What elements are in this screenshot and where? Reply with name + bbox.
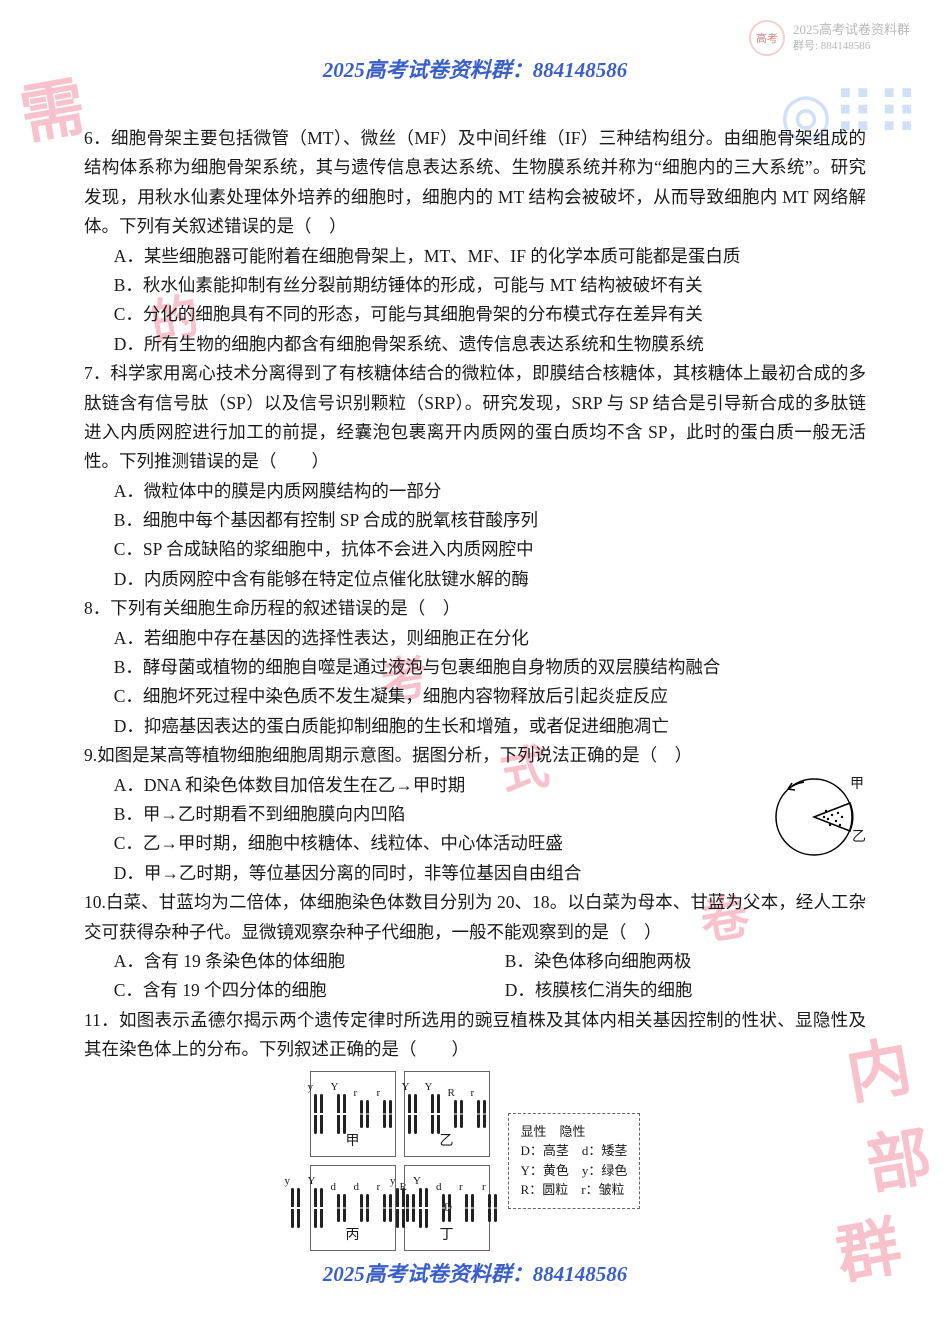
q9-label-bot: 乙	[852, 826, 866, 850]
q10-optB: B．染色体移向细胞两极	[475, 947, 866, 976]
q7-optD: D．内质网腔中含有能够在特定位点催化肽键水解的酶	[84, 565, 866, 594]
q9-optB: B．甲→乙时期看不到细胞膜向内凹陷	[84, 800, 866, 829]
q9-label-top: 甲	[850, 773, 864, 797]
legend-l1: D：高茎 d：矮茎	[521, 1141, 628, 1161]
q11-label-yi: 乙	[405, 1130, 489, 1154]
top-right-badge: 高考 2025高考试卷资料群 群号: 884148586	[749, 20, 910, 56]
content-area: 6．细胞骨架主要包括微管（MT）、微丝（MF）及中间纤维（IF）三种结构组分。由…	[0, 84, 950, 1251]
question-6: 6．细胞骨架主要包括微管（MT）、微丝（MF）及中间纤维（IF）三种结构组分。由…	[84, 124, 866, 359]
q7-optC: C．SP 合成缺陷的浆细胞中，抗体不会进入内质网腔中	[84, 535, 866, 564]
allele: d	[354, 1182, 360, 1193]
allele: r	[471, 1088, 475, 1099]
allele: y	[285, 1176, 291, 1187]
q8-optD: D．抑癌基因表达的蛋白质能抑制细胞的生长和增殖，或者促进细胞凋亡	[84, 712, 866, 741]
q9-stem: 9.如图是某高等植物细胞细胞周期示意图。据图分析，下列说法正确的是（ ）	[84, 741, 866, 770]
q11-legend: 显性 隐性 D：高茎 d：矮茎 Y：黄色 y：绿色 R：圆粒 r：皱粒	[508, 1113, 641, 1209]
q6-optB: B．秋水仙素能抑制有丝分裂前期纺锤体的形成，可能与 MT 结构被破坏有关	[84, 271, 866, 300]
badge-line1: 2025高考试卷资料群	[793, 22, 910, 39]
q11-stem: 11．如图表示孟德尔揭示两个遗传定律时所选用的豌豆植株及其体内相关基因控制的性状…	[84, 1006, 866, 1065]
allele: Y	[331, 1082, 339, 1093]
q11-box-yi: Y Y R r	[404, 1071, 490, 1157]
q6-optA: A．某些细胞器可能附着在细胞骨架上，MT、MF、IF 的化学本质可能都是蛋白质	[84, 242, 866, 271]
allele: r	[354, 1088, 358, 1099]
allele: Y	[308, 1176, 316, 1187]
question-11: 11．如图表示孟德尔揭示两个遗传定律时所选用的豌豆植株及其体内相关基因控制的性状…	[84, 1006, 866, 1251]
q11-label-ding: 丁	[405, 1224, 489, 1248]
allele: r	[459, 1182, 463, 1193]
q9-optA: A．DNA 和染色体数目加倍发生在乙→甲时期	[84, 771, 866, 800]
q6-stem: 6．细胞骨架主要包括微管（MT）、微丝（MF）及中间纤维（IF）三种结构组分。由…	[84, 124, 866, 242]
allele: R	[448, 1088, 455, 1099]
legend-header: 显性 隐性	[521, 1122, 628, 1142]
q8-optC: C．细胞坏死过程中染色质不发生凝集，细胞内容物释放后引起炎症反应	[84, 682, 866, 711]
q7-optB: B．细胞中每个基因都有控制 SP 合成的脱氧核苷酸序列	[84, 506, 866, 535]
allele: r	[377, 1182, 381, 1193]
q11-label-bing: 丙	[311, 1224, 395, 1248]
allele: y	[308, 1082, 314, 1093]
q7-optA: A．微粒体中的膜是内质网膜结构的一部分	[84, 477, 866, 506]
q8-optA: A．若细胞中存在基因的选择性表达，则细胞正在分化	[84, 624, 866, 653]
q10-optD: D．核膜核仁消失的细胞	[475, 976, 866, 1005]
allele: Y	[402, 1082, 410, 1093]
q10-optA: A．含有 19 条染色体的体细胞	[84, 947, 475, 976]
allele: d	[436, 1182, 442, 1193]
badge-line2: 群号: 884148586	[793, 39, 910, 53]
q9-optD: D．甲→乙时期，等位基因分离的同时，非等位基因自由组合	[84, 859, 866, 888]
legend-l2: Y：黄色 y：绿色	[521, 1161, 628, 1181]
allele: Y	[413, 1176, 421, 1187]
q11-figure: y Y r r	[84, 1071, 866, 1251]
allele: r	[377, 1088, 381, 1099]
question-8: 8．下列有关细胞生命历程的叙述错误的是（ ） A．若细胞中存在基因的选择性表达，…	[84, 594, 866, 741]
q11-box-jia: y Y r r	[310, 1071, 396, 1157]
q6-optC: C．分化的细胞具有不同的形态，可能与其细胞骨架的分布模式存在差异有关	[84, 300, 866, 329]
q9-figure: 甲 乙	[766, 769, 866, 859]
q6-optD: D．所有生物的细胞内都含有细胞骨架系统、遗传信息表达系统和生物膜系统	[84, 330, 866, 359]
legend-l3: R：圆粒 r：皱粒	[521, 1180, 628, 1200]
allele: y	[390, 1176, 396, 1187]
question-9: 9.如图是某高等植物细胞细胞周期示意图。据图分析，下列说法正确的是（ ） A．D…	[84, 741, 866, 888]
badge-icon: 高考	[749, 20, 785, 56]
allele: Y	[425, 1082, 433, 1093]
q11-label-jia: 甲	[311, 1130, 395, 1154]
allele: r	[482, 1182, 486, 1193]
q10-stem: 10.白菜、甘蓝均为二倍体，体细胞染色体数目分别为 20、18。以白菜为母本、甘…	[84, 888, 866, 947]
q11-box-bing: y Y d d	[310, 1165, 396, 1251]
q10-optC: C．含有 19 个四分体的细胞	[84, 976, 475, 1005]
q8-optB: B．酵母菌或植物的细胞自噬是通过液泡与包裹细胞自身物质的双层膜结构融合	[84, 653, 866, 682]
question-7: 7．科学家用离心技术分离得到了有核糖体结合的微粒体，即膜结合核糖体，其核糖体上最…	[84, 359, 866, 594]
q9-optC: C．乙→甲时期，细胞中核糖体、线粒体、中心体活动旺盛	[84, 829, 866, 858]
question-10: 10.白菜、甘蓝均为二倍体，体细胞染色体数目分别为 20、18。以白菜为母本、甘…	[84, 888, 866, 1006]
footer-banner: 2025高考试卷资料群：884148586	[0, 1258, 950, 1288]
q7-stem: 7．科学家用离心技术分离得到了有核糖体结合的微粒体，即膜结合核糖体，其核糖体上最…	[84, 359, 866, 477]
q11-box-ding: y Y d D r	[404, 1165, 490, 1251]
q8-stem: 8．下列有关细胞生命历程的叙述错误的是（ ）	[84, 594, 866, 623]
allele: d	[331, 1182, 337, 1193]
